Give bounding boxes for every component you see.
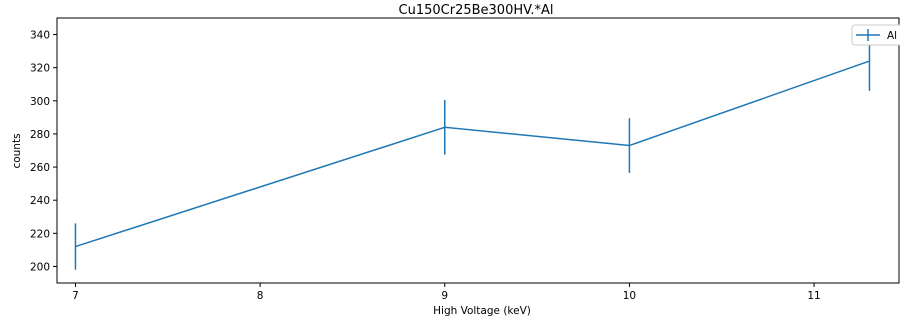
chart-title: Cu150Cr25Be300HV.*Al: [399, 3, 554, 18]
y-tick-label-3: 260: [30, 162, 50, 174]
y-tick-label-7: 340: [30, 30, 50, 42]
x-axis-label: High Voltage (keV): [433, 305, 531, 317]
series-line-0: [75, 60, 870, 248]
y-tick-label-5: 300: [30, 96, 50, 108]
y-axis-label: counts: [11, 133, 23, 168]
y-tick-label-2: 240: [30, 195, 50, 207]
axes: 7 8 9 10 11 200 220 240 260 280 300 320 340: [30, 17, 900, 302]
x-tick-label-0: 7: [72, 290, 79, 302]
x-tick-label-3: 10: [623, 290, 636, 302]
y-tick-label-6: 320: [30, 63, 50, 75]
x-tick-label-1: 8: [257, 290, 264, 302]
axes-frame: [56, 17, 900, 284]
x-tick-label-2: 9: [441, 290, 448, 302]
x-tick-label-4: 11: [807, 290, 820, 302]
y-tick-label-1: 220: [30, 228, 50, 240]
legend: Al: [851, 24, 900, 46]
y-tick-label-0: 200: [30, 261, 50, 273]
y-tick-label-4: 280: [30, 129, 50, 141]
plot-area: [74, 31, 871, 270]
legend-label-al: Al: [887, 30, 897, 42]
